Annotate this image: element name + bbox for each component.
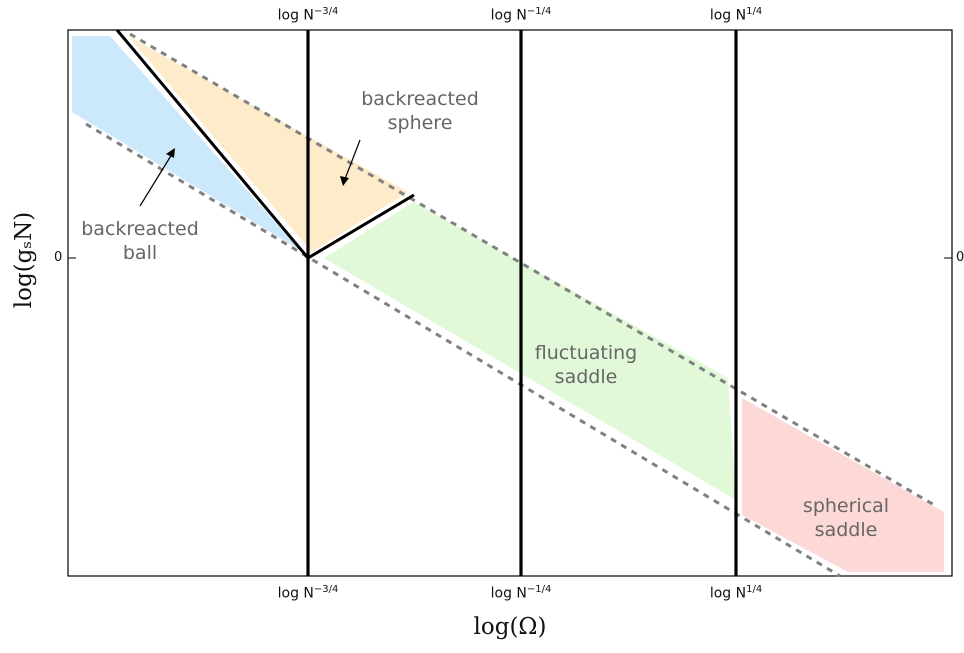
top-tick-n-minus-1-4: log N−1/4 <box>490 6 552 24</box>
label-backreacted-ball-line1: backreacted <box>81 218 199 240</box>
region-backreacted-ball <box>72 36 300 250</box>
region-fluctuating-saddle <box>324 202 736 500</box>
region-spherical-saddle <box>742 398 944 572</box>
arrow-ball-head <box>166 148 175 158</box>
top-tick-n-1-4: log N1/4 <box>709 6 763 24</box>
region-backreacted-sphere <box>128 36 408 252</box>
label-spherical-saddle-line2: saddle <box>814 519 878 541</box>
bottom-tick-n-1-4: log N1/4 <box>709 584 763 602</box>
label-fluctuating-saddle-line2: saddle <box>554 366 618 388</box>
arrow-sphere <box>344 139 361 180</box>
ball-sphere-boundary <box>115 29 310 259</box>
arrow-ball <box>139 153 173 207</box>
sphere-lower-boundary <box>307 193 415 260</box>
y-zero-label-left: 0 <box>54 250 63 265</box>
label-backreacted-sphere-line1: backreacted <box>361 88 479 110</box>
top-tick-n-minus-3-4: log N−3/4 <box>277 6 339 24</box>
label-fluctuating-saddle: fluctuating saddle <box>535 341 637 389</box>
label-spherical-saddle: spherical saddle <box>803 494 889 542</box>
plot-frame <box>67 29 953 577</box>
label-spherical-saddle-line1: spherical <box>802 495 890 517</box>
dashed-lower-boundary <box>85 122 841 578</box>
label-backreacted-sphere: backreacted sphere <box>361 87 479 135</box>
bottom-tick-n-minus-1-4: log N−1/4 <box>490 584 552 602</box>
y-axis-label: log(gₛN) <box>11 211 37 309</box>
label-fluctuating-saddle-line1: fluctuating <box>534 342 638 364</box>
x-axis-label: log(Ω) <box>473 614 547 640</box>
label-backreacted-ball: backreacted ball <box>81 217 199 265</box>
label-backreacted-sphere-line2: sphere <box>387 112 453 134</box>
label-backreacted-ball-line2: ball <box>122 242 158 264</box>
arrow-sphere-head <box>340 176 349 186</box>
bottom-tick-n-minus-3-4: log N−3/4 <box>277 584 339 602</box>
y-zero-label-right: 0 <box>956 250 964 265</box>
